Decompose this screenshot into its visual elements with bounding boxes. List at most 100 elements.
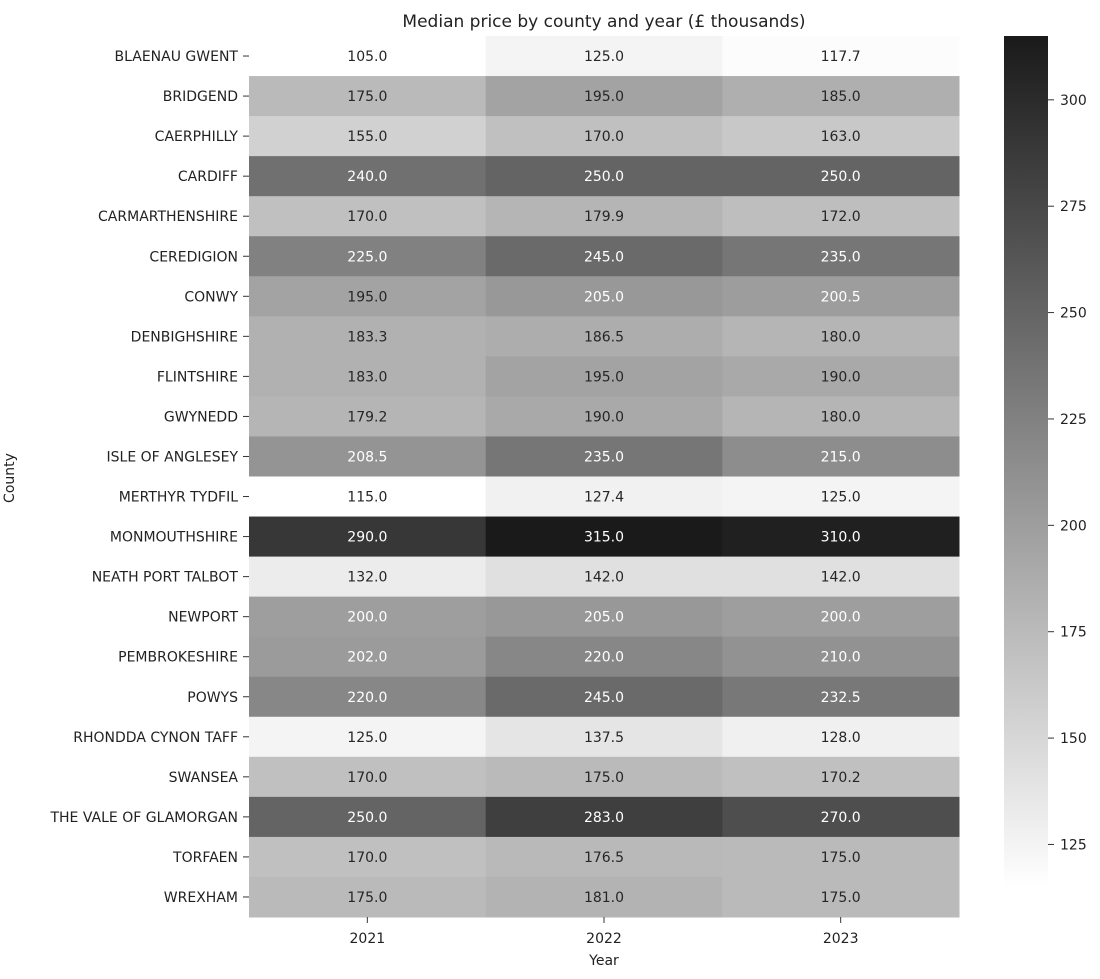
cell-value-label: 125.0 xyxy=(347,730,387,746)
cell-value-label: 315.0 xyxy=(584,530,624,546)
heatmap-cell xyxy=(249,796,487,838)
heatmap-cell xyxy=(722,596,960,638)
cell-value-label: 225.0 xyxy=(347,249,387,265)
cell-value-label: 185.0 xyxy=(821,89,861,105)
heatmap-cell xyxy=(722,316,960,357)
cell-value-label: 250.0 xyxy=(821,169,861,185)
cell-value-label: 200.5 xyxy=(821,289,861,305)
cell-value-label: 195.0 xyxy=(584,369,624,385)
cell-value-label: 205.0 xyxy=(584,289,624,305)
cell-value-label: 163.0 xyxy=(821,129,861,145)
heatmap-cell xyxy=(485,36,723,77)
heatmap-cell xyxy=(249,516,487,558)
cell-value-label: 200.0 xyxy=(347,610,387,626)
heatmap-cell xyxy=(722,156,960,197)
heatmap-cell xyxy=(249,676,487,718)
colorbar-ticks: 125 150 175 200 225 250 275 300 xyxy=(1048,93,1087,853)
heatmap-cell xyxy=(485,156,723,197)
cell-value-label: 142.0 xyxy=(584,570,624,586)
cell-value-label: 190.0 xyxy=(584,409,624,425)
heatmap-cell xyxy=(249,36,487,77)
cell-value-label: 310.0 xyxy=(821,530,861,546)
heatmap-cell xyxy=(249,596,487,638)
cell-value-label: 128.0 xyxy=(821,730,861,746)
cell-value-label: 127.4 xyxy=(584,490,624,506)
heatmap-cells: 105.0 125.0 117.7 175.0 195.0 185.0 155.0 170.0… xyxy=(249,36,960,918)
heatmap-cell xyxy=(485,236,723,277)
heatmap-cell xyxy=(722,756,960,798)
heatmap-cell xyxy=(722,196,960,237)
cell-value-label: 183.0 xyxy=(347,369,387,385)
cell-value-label: 250.0 xyxy=(584,169,624,185)
x-tick-labels: 2021 2022 2023 xyxy=(350,917,858,947)
heatmap-cell xyxy=(485,276,723,317)
y-tick-label: CARMARTHENSHIRE xyxy=(98,209,238,225)
cell-value-label: 172.0 xyxy=(821,209,861,225)
y-tick-label: GWYNEDD xyxy=(164,409,238,425)
cell-value-label: 195.0 xyxy=(584,89,624,105)
colorbar-tick-label: 250 xyxy=(1060,306,1087,322)
heatmap-cell xyxy=(722,436,960,477)
heatmap-cell xyxy=(722,796,960,838)
heatmap-cell xyxy=(722,836,960,878)
cell-value-label: 175.0 xyxy=(347,890,387,906)
cell-value-label: 175.0 xyxy=(347,89,387,105)
heatmap-cell xyxy=(722,876,960,918)
cell-value-label: 208.5 xyxy=(347,449,387,465)
cell-value-label: 179.2 xyxy=(347,409,387,425)
heatmap-cell xyxy=(485,796,723,838)
y-tick-label: WREXHAM xyxy=(164,890,238,906)
cell-value-label: 179.9 xyxy=(584,209,624,225)
heatmap-cell xyxy=(249,196,487,237)
y-tick-label: MERTHYR TYDFIL xyxy=(119,490,239,506)
y-tick-label: CARDIFF xyxy=(178,169,238,185)
heatmap-cell xyxy=(249,156,487,197)
heatmap-cell xyxy=(249,836,487,878)
cell-value-label: 170.0 xyxy=(584,129,624,145)
heatmap-cell xyxy=(485,636,723,678)
y-tick-label: BRIDGEND xyxy=(163,89,238,105)
x-axis-label: Year xyxy=(588,953,619,969)
y-tick-label: THE VALE OF GLAMORGAN xyxy=(49,810,238,826)
cell-value-label: 210.0 xyxy=(821,650,861,666)
heatmap-cell xyxy=(485,316,723,357)
heatmap-cell xyxy=(249,556,487,598)
heatmap-cell xyxy=(249,876,487,918)
heatmap-cell xyxy=(485,756,723,798)
cell-value-label: 176.5 xyxy=(584,850,624,866)
y-tick-label: POWYS xyxy=(187,690,238,706)
cell-value-label: 290.0 xyxy=(347,530,387,546)
heatmap-cell xyxy=(485,476,723,518)
heatmap-cell xyxy=(249,236,487,277)
heatmap-cell xyxy=(485,556,723,598)
cell-value-label: 170.0 xyxy=(347,850,387,866)
heatmap-cell xyxy=(722,36,960,77)
y-tick-label: SWANSEA xyxy=(169,770,239,786)
colorbar xyxy=(1004,36,1048,887)
cell-value-label: 155.0 xyxy=(347,129,387,145)
cell-value-label: 181.0 xyxy=(584,890,624,906)
heatmap-cell xyxy=(485,836,723,878)
heatmap-cell xyxy=(485,76,723,117)
cell-value-label: 170.0 xyxy=(347,209,387,225)
heatmap-cell xyxy=(249,436,487,477)
heatmap-cell xyxy=(485,436,723,477)
y-tick-label: ISLE OF ANGLESEY xyxy=(107,449,239,465)
heatmap-cell xyxy=(722,676,960,718)
heatmap-cell xyxy=(249,76,487,117)
heatmap-cell xyxy=(485,676,723,718)
cell-value-label: 125.0 xyxy=(821,490,861,506)
cell-value-label: 240.0 xyxy=(347,169,387,185)
cell-value-label: 175.0 xyxy=(821,850,861,866)
cell-value-label: 220.0 xyxy=(347,690,387,706)
cell-value-label: 270.0 xyxy=(821,810,861,826)
cell-value-label: 142.0 xyxy=(821,570,861,586)
y-tick-label: CEREDIGION xyxy=(149,249,238,265)
heatmap-cell xyxy=(485,396,723,437)
cell-value-label: 186.5 xyxy=(584,329,624,345)
cell-value-label: 195.0 xyxy=(347,289,387,305)
colorbar-tick-label: 225 xyxy=(1060,412,1087,428)
cell-value-label: 200.0 xyxy=(821,610,861,626)
cell-value-label: 180.0 xyxy=(821,329,861,345)
